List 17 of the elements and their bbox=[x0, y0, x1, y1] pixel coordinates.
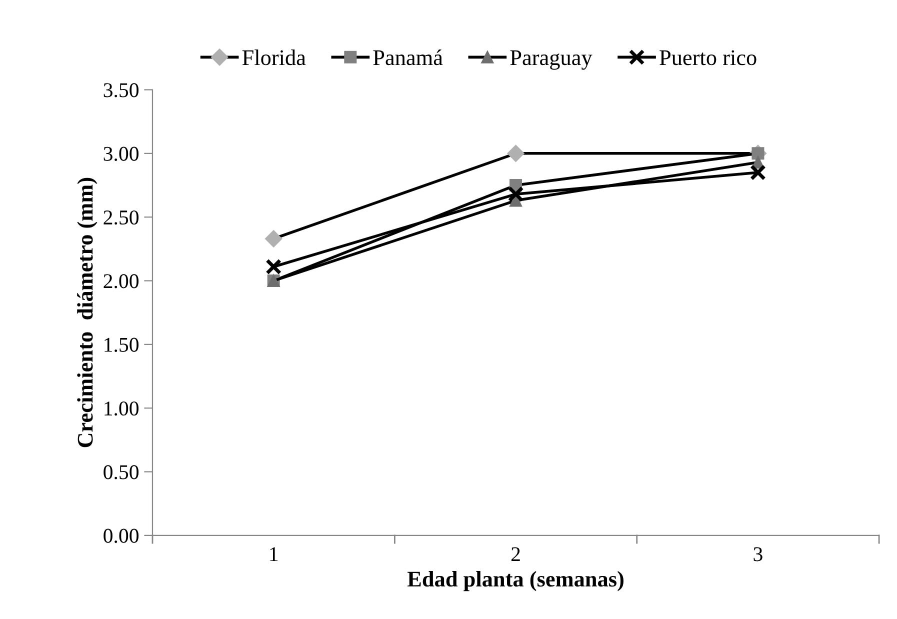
legend-label: Paraguay bbox=[510, 50, 592, 70]
y-tick-label: 1.00 bbox=[104, 401, 138, 416]
y-tick-label: 0.50 bbox=[104, 465, 138, 480]
legend-label: Puerto rico bbox=[660, 50, 756, 66]
legend-label: Florida bbox=[242, 50, 306, 66]
x-axis-title: Edad planta (semanas) bbox=[407, 570, 624, 592]
x-tick-label: 2 bbox=[511, 547, 520, 561]
y-tick-label: 2.50 bbox=[104, 210, 138, 225]
y-axis-title: Crecimiento diámetro (mm) bbox=[77, 178, 98, 448]
legend-label: Panamá bbox=[373, 50, 443, 66]
x-tick-label: 3 bbox=[754, 547, 762, 562]
y-tick-label: 3.00 bbox=[104, 146, 138, 161]
y-tick-label: 2.00 bbox=[104, 274, 138, 288]
x-tick-label: 1 bbox=[270, 547, 278, 561]
y-tick-label: 1.50 bbox=[104, 338, 138, 352]
y-tick-label: 3.50 bbox=[104, 83, 138, 98]
y-tick-label: 0.00 bbox=[104, 528, 138, 543]
